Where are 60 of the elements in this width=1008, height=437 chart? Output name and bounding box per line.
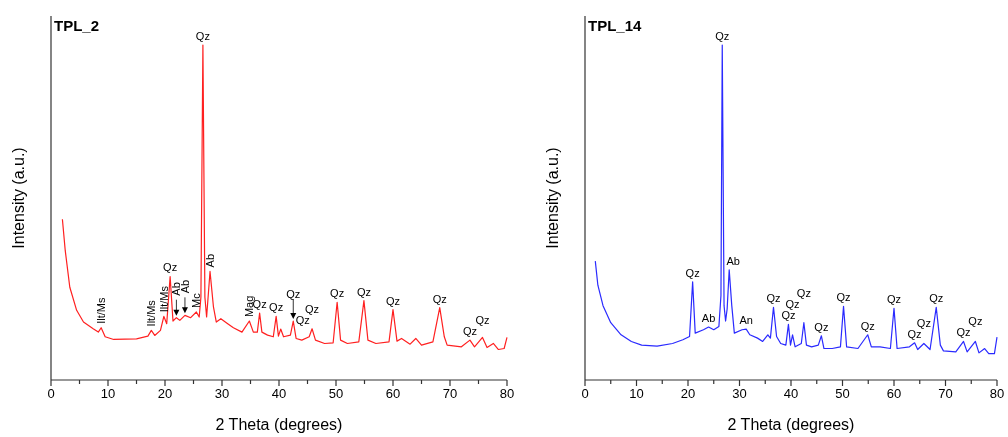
x-tick-label: 30 xyxy=(732,386,747,401)
annotation: Qz xyxy=(269,301,284,314)
x-tick-label: 0 xyxy=(581,386,589,401)
annotation: Qz xyxy=(356,285,371,298)
annotation: Ab xyxy=(170,282,183,296)
annotation: Qz xyxy=(163,261,178,274)
annotation: Qz xyxy=(286,288,301,301)
annotation: Qz xyxy=(796,287,811,300)
x-tick-label: 40 xyxy=(271,386,287,401)
annotation: Qz xyxy=(968,315,983,328)
x-tick-label: 20 xyxy=(157,386,173,401)
x-axis-title: 2 Theta (degrees) xyxy=(727,416,855,433)
annotation: Qz xyxy=(685,266,700,279)
annotation: Ilt/Ms xyxy=(95,296,108,324)
annotation: Ilt/Ms xyxy=(145,299,158,327)
x-tick-label: 30 xyxy=(214,386,230,401)
x-tick-label: 60 xyxy=(886,386,902,401)
chart-title: TPL_2 xyxy=(54,17,100,34)
annotation: Qz xyxy=(462,325,477,338)
annotation: Qz xyxy=(956,326,971,339)
y-axis-title: Intensity (a.u.) xyxy=(544,147,561,249)
annotation: Qz xyxy=(836,291,851,304)
annotation: Qz xyxy=(907,327,922,340)
annotation: Qz xyxy=(860,319,875,332)
annotation: Qz xyxy=(781,309,796,322)
annotation: Qz xyxy=(814,320,829,333)
x-tick-label: 20 xyxy=(680,386,696,401)
annotation: Qz xyxy=(785,298,800,311)
annotation: Qz xyxy=(929,292,944,305)
annotation: Qz xyxy=(886,293,902,306)
x-tick-label: 50 xyxy=(328,386,344,401)
annotation: Qz xyxy=(432,292,447,305)
x-tick-label: 70 xyxy=(938,386,953,401)
chart-title: TPL_14 xyxy=(588,17,643,34)
x-tick-label: 10 xyxy=(100,386,116,401)
x-tick-label: 70 xyxy=(442,386,458,401)
annotation: Qz xyxy=(195,30,210,42)
annotation: Qz xyxy=(330,287,345,300)
x-tick-label: 10 xyxy=(629,386,644,401)
annotation: Qz xyxy=(385,294,401,307)
x-axis-title: 2 Theta (degrees) xyxy=(215,416,343,433)
annotation: Qz xyxy=(305,303,320,316)
x-tick-label: 80 xyxy=(499,386,515,401)
annotation: Qz xyxy=(295,314,310,327)
x-tick-label: 0 xyxy=(47,386,55,401)
annotation: Ab xyxy=(204,253,217,268)
annotation: Qz xyxy=(475,314,490,327)
annotation: Qz xyxy=(766,292,781,305)
annotation: Ilt/Ms xyxy=(157,285,170,313)
x-tick-label: 60 xyxy=(385,386,401,401)
y-axis-title: Intensity (a.u.) xyxy=(10,147,27,249)
annotation: Ab xyxy=(701,312,716,325)
x-tick-label: 40 xyxy=(783,386,799,401)
x-tick-label: 80 xyxy=(989,386,1005,401)
annotation: Qz xyxy=(916,316,931,329)
annotation: Ab xyxy=(726,254,740,267)
annotation: An xyxy=(739,314,753,327)
annotation: Mc xyxy=(190,292,203,308)
annotation: Qz xyxy=(715,30,730,42)
x-tick-label: 50 xyxy=(835,386,850,401)
